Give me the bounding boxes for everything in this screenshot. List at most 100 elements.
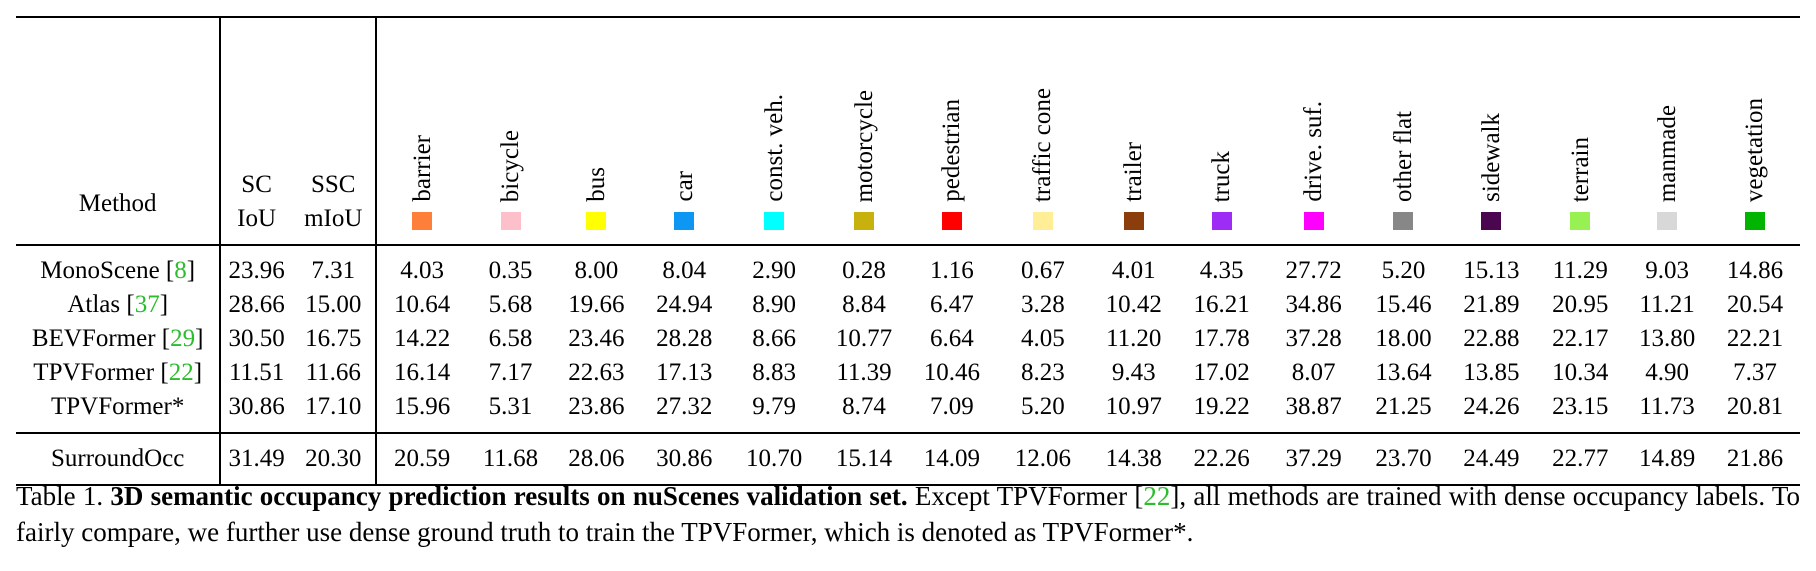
class-header: other flat [1360,17,1447,246]
class-iou-cell: 11.29 [1552,257,1608,284]
class-iou-cell: 11.39 [836,359,892,386]
class-iou-cell: 9.79 [752,393,796,420]
class-header: drive. suf. [1266,17,1361,246]
class-header: motorcycle [819,17,909,246]
ssc-miou-header: SSC mIoU [291,17,377,246]
class-header: car [639,17,730,246]
class-iou-cell: 8.04 [662,257,707,284]
ssc-header-line1: SSC [311,171,356,198]
class-header-content: other flat [1361,36,1447,236]
class-iou-cell: 0.28 [842,257,886,284]
class-iou-cell: 8.00 [574,257,619,284]
class-iou-cell: 8.07 [1291,359,1336,386]
class-header: terrain [1536,17,1625,246]
class-iou-cell: 27.72 [1285,257,1342,284]
class-iou-cell: 10.42 [1105,291,1162,318]
class-iou-cell: 4.01 [1111,257,1156,284]
class-iou-cell: 4.03 [400,257,444,284]
class-iou-cell: 21.86 [1709,432,1800,485]
sc-iou-cell: 30.50 [228,325,285,352]
class-iou-cell: 4.05 [1020,325,1065,352]
class-header: const. veh. [729,17,820,246]
class-header: bus [553,17,640,246]
class-iou-cell: 8.66 [752,325,796,352]
class-iou-cell: 6.64 [930,325,974,352]
class-iou-cell: 20.95 [1552,291,1609,318]
baseline-rows: MonoScene [8] 23.96 7.31 4.03 0.35 8.00 8.04 2.… [16,245,1800,433]
class-iou-cell: 37.28 [1285,325,1342,352]
method-citation: 29 [170,325,196,352]
method-citation: 8 [174,257,187,284]
class-name: car [670,171,698,202]
class-iou-cell: 24.94 [656,291,713,318]
class-iou-cell: 11.73 [1639,393,1695,420]
class-header-content: pedestrian [909,36,995,236]
method-name: SurroundOcc [51,445,185,472]
class-iou-cell: 8.90 [752,291,796,318]
class-iou-cell: 4.35 [1199,257,1244,284]
method-citation: 22 [168,359,194,386]
class-iou-cell: 19.66 [568,291,625,318]
class-iou-cell: 8.23 [1020,359,1065,386]
class-name: traffic cone [1029,87,1057,202]
sc-iou-cell: 28.66 [228,291,285,318]
class-header-content: terrain [1536,36,1624,236]
class-iou-cell: 10.70 [729,432,820,485]
ssc-header-line2: mIoU [304,205,363,232]
class-iou-cell: 7.37 [1733,359,1777,386]
method-header: Method [16,17,222,246]
class-iou-cell: 7.09 [930,393,974,420]
class-name: bus [582,167,610,202]
class-iou-cell: 10.77 [835,325,893,352]
class-color-swatch [1303,212,1324,230]
class-iou-cell: 17.13 [656,359,713,386]
caption-text-before: Except TPVFormer [ [914,481,1144,511]
class-color-swatch [1393,212,1414,230]
ours-rows: SurroundOcc 31.49 20.30 20.59 11.68 28.06 30.8… [16,432,1800,485]
class-name: pedestrian [938,99,966,202]
class-iou-cell: 23.86 [568,393,625,420]
class-header: sidewalk [1446,17,1537,246]
class-iou-cell: 22.77 [1536,432,1625,485]
class-iou-cell: 30.86 [639,432,730,485]
class-color-swatch [764,212,785,230]
class-header: truck [1176,17,1267,246]
class-iou-cell: 15.46 [1375,291,1432,318]
method-citation-close: ] [195,325,204,352]
method-name: BEVFormer [ [31,325,171,352]
class-color-swatch [1657,212,1678,230]
method-citation-close: ] [193,359,203,386]
caption-text-after: ], all methods are trained with dense oc… [16,481,1800,547]
class-color-swatch [1032,212,1053,230]
class-iou-cell: 13.85 [1463,359,1520,386]
class-header-content: manmade [1624,36,1710,236]
class-iou-cell: 22.88 [1463,325,1520,352]
class-name: vegetation [1741,97,1769,202]
class-iou-cell: 16.21 [1193,291,1250,318]
class-iou-cell: 1.16 [930,257,974,284]
class-header-content: sidewalk [1446,36,1536,236]
class-iou-cell: 28.06 [553,432,640,485]
ssc-miou-cell: 11.66 [291,356,377,390]
ssc-miou-cell: 20.30 [291,432,377,485]
class-header: barrier [375,17,468,246]
table-row: Atlas [37] 28.66 15.00 10.64 5.68 19.66 24.94 8… [16,288,1800,322]
class-header-content: drive. suf. [1267,36,1361,236]
class-header-content: motorcycle [819,36,909,236]
class-name: motorcycle [850,89,878,202]
class-iou-cell: 20.81 [1726,393,1784,420]
class-header: pedestrian [908,17,995,246]
class-iou-cell: 14.86 [1726,257,1784,284]
class-iou-cell: 22.21 [1726,325,1784,352]
class-name: barrier [408,135,436,202]
class-name: manmade [1653,104,1681,202]
ssc-miou-cell: 15.00 [291,288,377,322]
method-name: MonoScene [ [40,257,175,284]
class-iou-cell: 11.68 [467,432,554,485]
sc-header-line2: IoU [237,205,277,232]
method-citation: 37 [134,291,160,318]
method-citation-close: ] [159,291,169,318]
class-header: bicycle [467,17,554,246]
table-row: TPVFormer [22] 11.51 11.66 16.14 7.17 22.63 17… [16,356,1800,390]
class-iou-cell: 15.13 [1463,257,1520,284]
